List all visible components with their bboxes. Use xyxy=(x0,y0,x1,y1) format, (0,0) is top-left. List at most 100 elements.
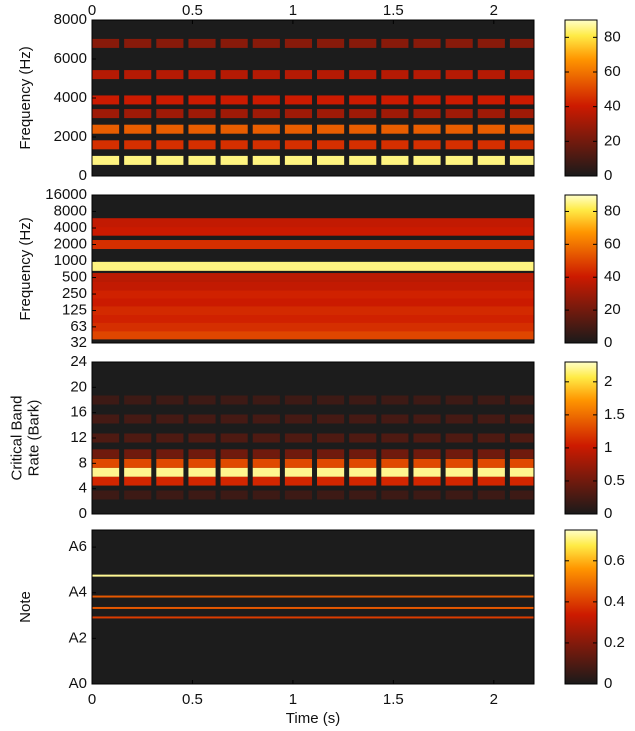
band-pulse xyxy=(284,467,313,477)
band xyxy=(92,261,534,271)
band-pulse xyxy=(317,95,345,105)
band-pulse xyxy=(92,414,120,424)
y-tick-label: 500 xyxy=(62,269,87,286)
band-pulse xyxy=(220,458,248,468)
band-pulse xyxy=(220,140,248,150)
band-pulse xyxy=(349,70,377,80)
band-pulse xyxy=(381,458,409,468)
band-pulse xyxy=(188,458,216,468)
band xyxy=(92,281,534,291)
colorbar-tick-label: 20 xyxy=(604,301,621,318)
band-pulse xyxy=(92,70,120,80)
band-pulse xyxy=(156,155,184,165)
band-pulse xyxy=(188,109,216,119)
band-pulse xyxy=(381,467,409,477)
band-pulse xyxy=(284,490,313,500)
band-pulse xyxy=(156,414,184,424)
band-pulse xyxy=(477,467,505,477)
band xyxy=(92,616,534,619)
band-pulse xyxy=(317,38,345,48)
y-tick-label: 0 xyxy=(79,505,87,522)
y-tick-label: 24 xyxy=(70,353,87,370)
band-pulse xyxy=(188,467,216,477)
band-pulse xyxy=(156,433,184,443)
band-pulse xyxy=(381,140,409,150)
band-pulse xyxy=(156,38,184,48)
band-pulse xyxy=(445,38,473,48)
band-pulse xyxy=(381,449,409,459)
band xyxy=(92,322,534,332)
band-pulse xyxy=(284,395,313,405)
band-pulse xyxy=(317,467,345,477)
band-pulse xyxy=(284,476,313,486)
band-pulse xyxy=(349,124,377,134)
band-pulse xyxy=(124,458,152,468)
band-pulse xyxy=(92,490,120,500)
x-tick-label: 0.5 xyxy=(182,691,203,708)
band-pulse xyxy=(477,449,505,459)
y-axis-label: Critical Band xyxy=(8,395,25,480)
plot-frame xyxy=(91,194,535,344)
band-pulse xyxy=(124,70,152,80)
y-tick-label: A4 xyxy=(69,584,87,601)
band-pulse xyxy=(220,395,248,405)
band-pulse xyxy=(509,95,534,105)
band-pulse xyxy=(188,155,216,165)
band-pulse xyxy=(124,140,152,150)
band-pulse xyxy=(509,395,534,405)
band-pulse xyxy=(252,38,280,48)
band-pulse xyxy=(381,155,409,165)
colorbar-tick-label: 0.5 xyxy=(604,472,625,489)
x-tick-label: 0.5 xyxy=(182,2,203,19)
band-pulse xyxy=(92,395,120,405)
band-pulse xyxy=(445,458,473,468)
band-pulse xyxy=(284,95,313,105)
colorbar xyxy=(564,194,598,344)
y-tick-label: A2 xyxy=(69,629,87,646)
band-pulse xyxy=(509,458,534,468)
band-pulse xyxy=(509,70,534,80)
y-axis-label: Frequency (Hz) xyxy=(17,217,34,320)
y-tick-label: 12 xyxy=(70,429,87,446)
band-pulse xyxy=(317,490,345,500)
band-pulse xyxy=(445,155,473,165)
band-pulse xyxy=(284,433,313,443)
band-pulse xyxy=(317,449,345,459)
band-pulse xyxy=(477,70,505,80)
band-pulse xyxy=(92,458,120,468)
band-pulse xyxy=(156,449,184,459)
band-pulse xyxy=(284,155,313,165)
band-pulse xyxy=(477,490,505,500)
band-pulse xyxy=(220,433,248,443)
colorbar-tick-label: 80 xyxy=(604,28,621,45)
band-pulse xyxy=(445,476,473,486)
y-tick-label: 16000 xyxy=(45,186,87,203)
band-pulse xyxy=(284,70,313,80)
band xyxy=(92,313,534,323)
band-pulse xyxy=(188,490,216,500)
colorbar-tick-label: 1 xyxy=(604,439,612,456)
band-pulse xyxy=(349,433,377,443)
y-tick-label: 4 xyxy=(79,480,87,497)
band-pulse xyxy=(156,395,184,405)
x-tick-label: 1.5 xyxy=(383,691,404,708)
band-pulse xyxy=(413,449,441,459)
band-pulse xyxy=(413,467,441,477)
x-tick-label: 1 xyxy=(289,691,297,708)
band-pulse xyxy=(156,95,184,105)
band-pulse xyxy=(284,109,313,119)
band-pulse xyxy=(124,109,152,119)
band-pulse xyxy=(381,70,409,80)
band xyxy=(92,606,534,609)
x-tick-label: 1 xyxy=(289,2,297,19)
band-pulse xyxy=(188,140,216,150)
band-pulse xyxy=(477,109,505,119)
band-pulse xyxy=(252,490,280,500)
band-pulse xyxy=(349,38,377,48)
band-pulse xyxy=(317,458,345,468)
y-tick-label: 8000 xyxy=(54,11,87,28)
band-pulse xyxy=(381,38,409,48)
band-pulse xyxy=(220,476,248,486)
y-tick-label: 4000 xyxy=(54,89,87,106)
band-pulse xyxy=(124,95,152,105)
